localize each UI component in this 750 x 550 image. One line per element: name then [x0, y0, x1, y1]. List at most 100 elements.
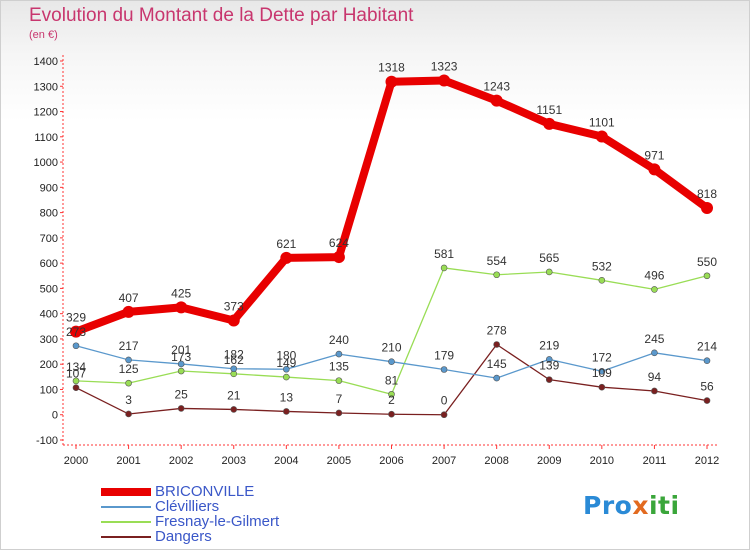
chart-title: Evolution du Montant de la Dette par Hab…	[29, 5, 414, 26]
series-briconville	[70, 74, 713, 338]
y-tick-label: 200	[40, 359, 58, 371]
x-tick-label: 2007	[432, 455, 456, 467]
data-point	[332, 251, 345, 264]
data-label: 210	[381, 341, 401, 355]
data-point	[703, 397, 711, 404]
legend: BRICONVILLE Clévilliers Fresnay-le-Gilmert…	[101, 484, 279, 544]
data-label: 107	[66, 367, 86, 381]
data-point	[125, 356, 132, 364]
data-label: 13	[280, 390, 294, 404]
data-label: 273	[66, 325, 86, 339]
data-label: 373	[224, 299, 244, 313]
data-label: 3	[125, 393, 132, 407]
data-point	[70, 325, 82, 338]
data-point	[598, 277, 606, 284]
y-tick-label: 300	[40, 334, 58, 346]
data-label: 7	[336, 392, 343, 406]
data-label: 496	[644, 268, 664, 282]
data-point	[440, 366, 448, 373]
y-tick-label: 1400	[34, 56, 58, 68]
logo-part-3: iti	[648, 491, 680, 520]
data-point	[283, 373, 290, 381]
data-label: 1318	[378, 61, 405, 75]
y-tick-label: 400	[40, 309, 58, 321]
data-label: 94	[648, 370, 662, 384]
y-tick-label: 600	[40, 258, 58, 270]
proxiti-logo: Proxiti	[583, 491, 680, 520]
data-point	[651, 349, 658, 357]
y-tick-label: 1100	[34, 132, 58, 144]
data-point	[72, 384, 80, 391]
legend-item: BRICONVILLE	[101, 484, 279, 499]
data-label: 1323	[431, 59, 458, 73]
series-dangers	[72, 341, 711, 419]
data-label: 149	[276, 356, 296, 370]
data-point	[72, 377, 80, 385]
data-point	[493, 341, 500, 348]
data-label: 201	[171, 343, 191, 357]
y-tick-label: 1200	[34, 107, 58, 119]
data-point	[335, 350, 343, 358]
data-point	[388, 390, 395, 398]
data-point	[388, 358, 395, 365]
data-point	[440, 264, 448, 272]
data-point	[595, 130, 608, 143]
data-label: 971	[644, 148, 664, 162]
data-label: 139	[539, 359, 559, 373]
logo-part-2: x	[632, 491, 649, 520]
series-fresnay-le-gilmert	[72, 264, 711, 398]
data-label: 1101	[589, 116, 615, 130]
x-tick-label: 2008	[484, 455, 508, 467]
x-tick-label: 2005	[327, 455, 351, 467]
legend-label: Clévilliers	[155, 498, 220, 515]
data-label: 1243	[483, 80, 510, 94]
data-point	[283, 408, 290, 415]
data-point	[703, 357, 711, 364]
data-point	[335, 377, 343, 384]
data-point	[703, 272, 711, 280]
data-label: 172	[592, 350, 612, 364]
data-label: 1151	[536, 103, 562, 117]
x-tick-label: 2002	[169, 455, 193, 467]
data-label: 173	[171, 350, 191, 364]
legend-item: Fresnay-le-Gilmert	[101, 514, 279, 529]
data-point	[651, 286, 658, 293]
y-tick-label: 800	[40, 208, 58, 220]
series-cl-villiers	[72, 342, 711, 382]
data-point	[125, 410, 132, 418]
data-label: 21	[227, 388, 241, 402]
y-tick-label: 500	[40, 283, 58, 295]
data-label: 624	[329, 236, 349, 250]
data-point	[493, 271, 500, 279]
x-tick-label: 2012	[695, 455, 719, 467]
logo-part-1: Pro	[583, 491, 633, 520]
chart-subtitle: (en €)	[29, 29, 58, 41]
data-label: 532	[592, 259, 612, 273]
data-point	[283, 365, 290, 373]
data-label: 182	[224, 348, 244, 362]
y-tick-label: 1000	[34, 157, 58, 169]
x-tick-label: 2006	[379, 455, 403, 467]
data-label: 621	[276, 237, 296, 251]
data-label: 245	[644, 332, 664, 346]
data-label: 56	[700, 380, 714, 394]
legend-swatch	[101, 505, 151, 508]
data-label: 162	[224, 353, 244, 367]
data-point	[651, 387, 658, 395]
data-label: 407	[119, 291, 139, 305]
data-point	[280, 251, 293, 264]
x-tick-label: 2011	[643, 455, 667, 467]
data-label: 329	[66, 311, 86, 325]
data-label: 214	[697, 340, 717, 354]
data-point	[440, 411, 448, 419]
data-point	[125, 379, 132, 387]
y-tick-label: 0	[52, 410, 58, 422]
data-point	[72, 342, 80, 350]
data-point	[490, 94, 503, 107]
y-tick-label: -100	[36, 435, 58, 447]
data-label: 240	[329, 333, 349, 347]
data-label: 2	[388, 393, 395, 407]
y-tick-label: 900	[40, 182, 58, 194]
